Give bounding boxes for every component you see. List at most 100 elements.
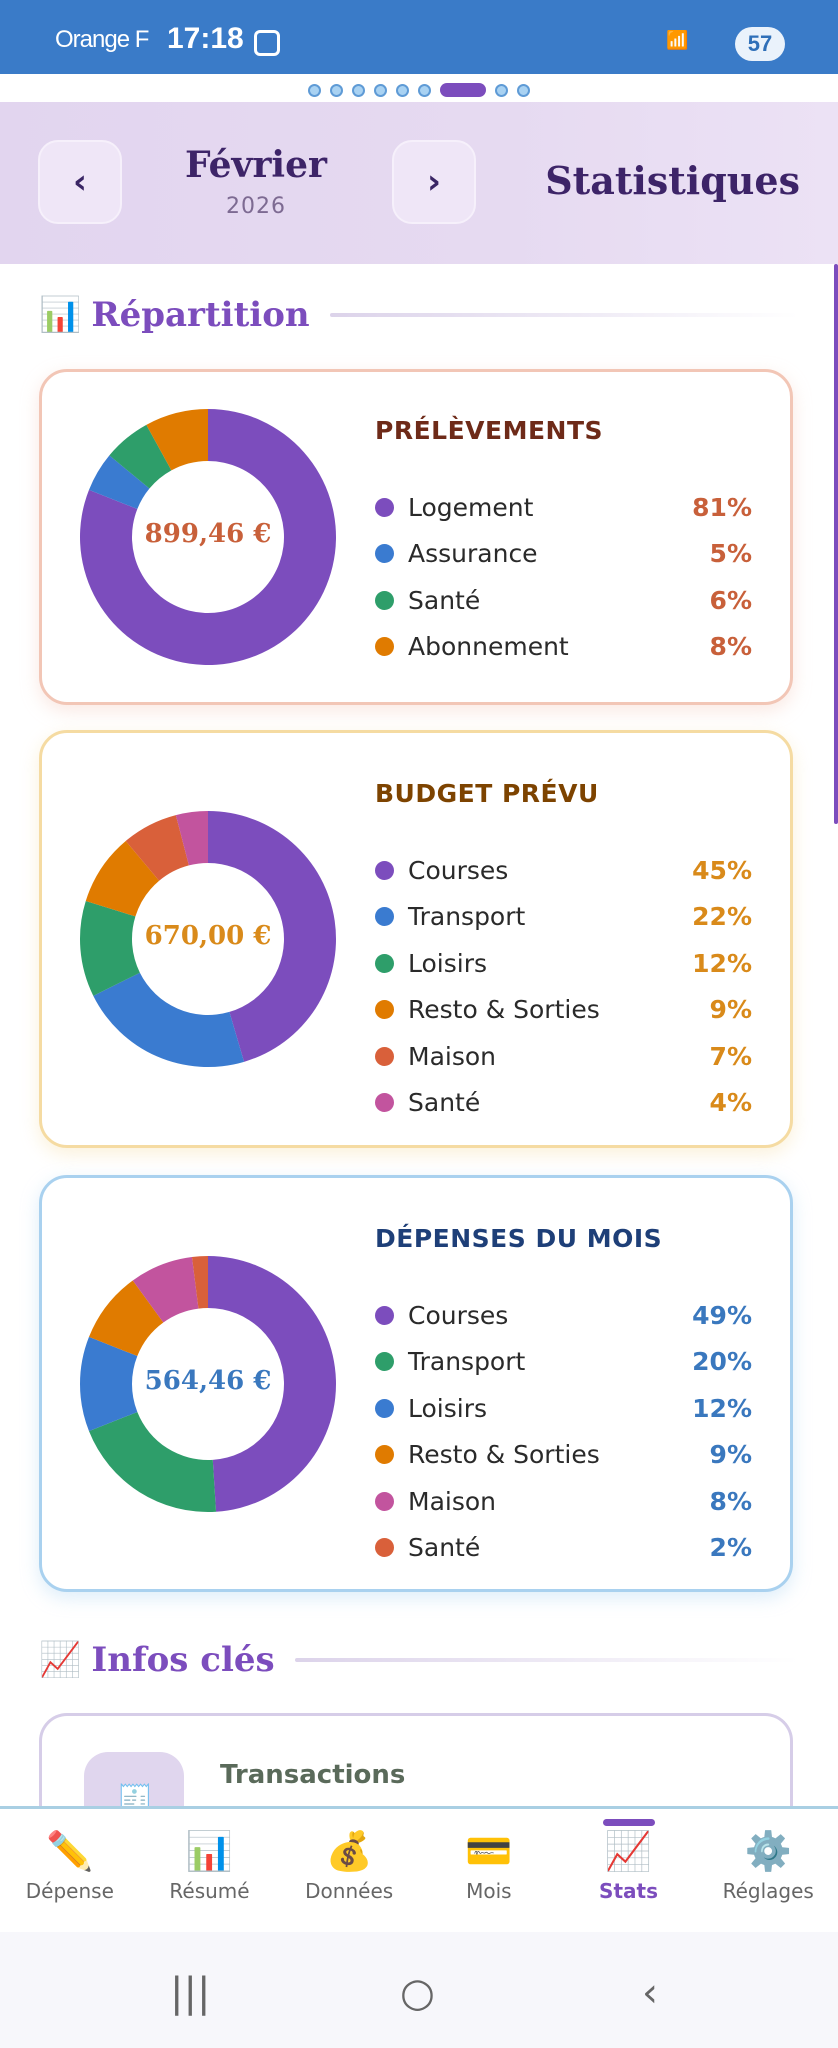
nav-tab-résumé[interactable]: 📊 Résumé [140,1809,280,1932]
color-dot-icon [375,1093,394,1113]
bar-chart-icon: 📊 [39,295,82,335]
legend-label: Loisirs [408,948,488,978]
page-dot[interactable] [517,83,530,97]
donut-segment [125,815,189,881]
page-dot[interactable] [374,83,387,97]
legend-item: Maison 7% [375,1033,752,1080]
donut-segment [175,811,208,866]
page-dot[interactable] [440,83,486,97]
back-button[interactable]: ‹ [642,1970,658,2016]
legend-percent: 49% [692,1300,752,1330]
legend: PRÉLÈVEMENTS Logement 81% Assurance 5% Santé 6… [375,406,752,670]
header: ‹ Février 2026 › Statistiques [0,102,838,264]
legend-percent: 9% [709,1440,752,1470]
donut-segment [191,1255,208,1309]
legend-percent: 8% [709,632,752,662]
home-button[interactable]: ○ [400,1970,435,2016]
card-title: BUDGET PRÉVU [375,779,599,808]
color-dot-icon [375,1046,394,1066]
nav-label: Stats [599,1879,658,1903]
donut-segment [80,1336,138,1431]
page-dot[interactable] [330,83,343,97]
page-dot[interactable] [352,83,365,97]
legend-item: Loisirs 12% [375,940,752,987]
screenshot-icon [254,30,280,56]
legend-percent: 12% [692,948,752,978]
legend-item: Abonnement 8% [375,624,752,671]
legend-item: Courses 49% [375,1292,752,1339]
color-dot-icon [375,1000,394,1020]
legend-item: Loisirs 12% [375,1385,752,1432]
color-dot-icon [375,953,394,973]
recents-button[interactable]: ||| [170,1970,211,2016]
legend-label: Resto & Sorties [408,1440,600,1470]
color-dot-icon [375,590,394,610]
legend-label: Maison [408,1041,497,1071]
legend-label: Maison [408,1486,497,1516]
legend-item: Courses 45% [375,847,752,894]
section-infos: 📈 Infos clés [39,1640,799,1680]
nav-tab-réglages[interactable]: ⚙️ Réglages [698,1809,838,1932]
prev-month-button[interactable]: ‹ [38,140,122,224]
donut-chart [79,409,337,665]
donut-segment [88,455,150,510]
donut-segment [208,1255,337,1512]
legend-item: Santé 6% [375,577,752,624]
legend-percent: 2% [709,1533,752,1563]
page-dot[interactable] [418,83,431,97]
legend-item: Transport 22% [375,894,752,941]
color-dot-icon [375,860,394,880]
donut-total: 899,46 € [144,519,272,549]
donut-total: 670,00 € [144,921,272,951]
legend-item: Resto & Sorties 9% [375,987,752,1034]
legend-percent: 9% [709,995,752,1025]
section-repartition: 📊 Répartition [39,295,799,335]
nav-tab-dépense[interactable]: ✏️ Dépense [0,1809,140,1932]
nav-label: Résumé [169,1879,250,1903]
page-dot[interactable] [495,83,508,97]
scrollbar[interactable] [834,264,838,824]
nav-tab-données[interactable]: 💰 Données [279,1809,419,1932]
page-dot[interactable] [308,83,321,97]
donut-card: 564,46 € DÉPENSES DU MOIS Courses 49% Transp… [39,1175,793,1592]
divider [294,1658,799,1662]
donut-segment [146,409,208,471]
legend-percent: 20% [692,1347,752,1377]
legend-percent: 6% [709,585,752,615]
section-title: Répartition [91,295,310,335]
wifi-signal-icon: 📶 [666,30,689,51]
page-dot[interactable] [396,83,409,97]
clock: 17:18 [167,22,244,55]
color-dot-icon [375,1445,394,1465]
nav-icon: 📈 [604,1829,653,1873]
legend-label: Logement [408,492,534,522]
legend-label: Loisirs [408,1393,488,1423]
legend-item: Assurance 5% [375,531,752,578]
legend-label: Santé [408,1533,481,1563]
legend-label: Transport [408,1347,526,1377]
legend-percent: 7% [709,1041,752,1071]
legend-label: Resto & Sorties [408,995,600,1025]
info-label: Transactions [220,1760,406,1790]
donut-segment [208,811,336,1062]
carrier: Orange F [55,26,149,53]
legend-label: Transport [408,902,526,932]
legend-item: Santé 2% [375,1525,752,1572]
page-title: Statistiques [545,158,800,203]
nav-icon: 💰 [325,1829,373,1873]
donut-segment [132,1256,199,1323]
color-dot-icon [375,1491,394,1511]
legend: DÉPENSES DU MOIS Courses 49% Transport 20% Lo… [375,1214,752,1571]
legend-label: Abonnement [408,632,569,662]
color-dot-icon [375,637,394,657]
legend-item: Logement 81% [375,484,752,531]
donut-total: 564,46 € [144,1365,272,1396]
nav-tab-stats[interactable]: 📈 Stats [559,1809,699,1932]
divider [329,313,799,317]
page-indicator[interactable] [0,82,838,98]
nav-tab-mois[interactable]: 💳 Mois [419,1809,559,1932]
nav-icon: ⚙️ [744,1829,792,1873]
legend-percent: 12% [692,1393,752,1423]
color-dot-icon [375,544,394,564]
next-month-button[interactable]: › [392,140,476,224]
